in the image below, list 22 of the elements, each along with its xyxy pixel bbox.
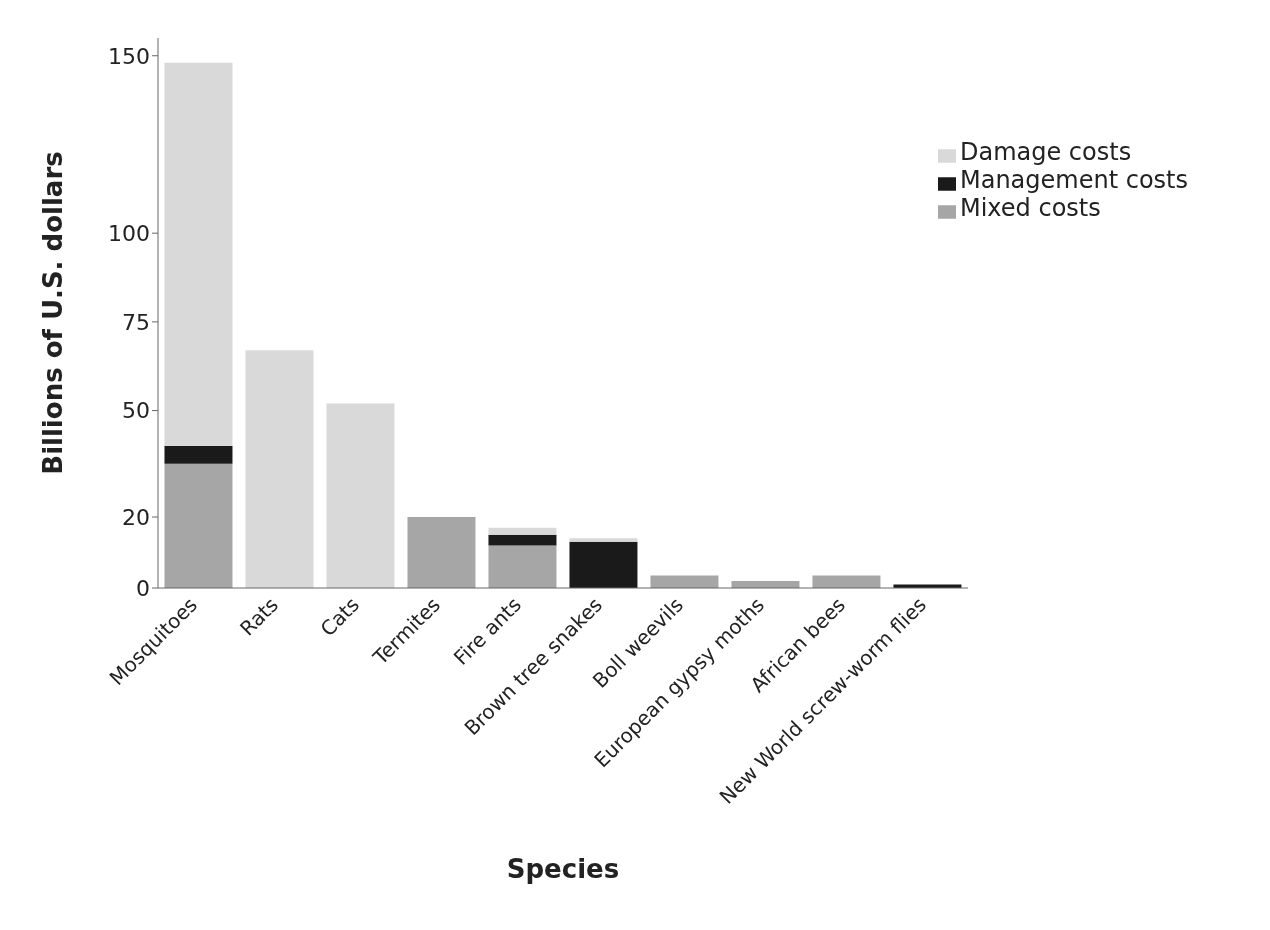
bar	[164, 446, 233, 464]
y-tick-label: 0	[136, 575, 150, 601]
legend-label: Management costs	[959, 166, 1188, 194]
y-tick-label: 100	[108, 220, 150, 246]
y-tick-label: 20	[122, 504, 150, 530]
y-tick-label: 75	[122, 309, 150, 335]
legend-label: Mixed costs	[959, 194, 1101, 222]
bar	[326, 403, 395, 588]
legend-label: Damage costs	[959, 138, 1132, 166]
bar	[164, 62, 233, 447]
bar	[488, 545, 557, 588]
bar	[569, 541, 638, 588]
bar	[569, 538, 638, 542]
bar	[488, 527, 557, 535]
x-axis-title: Species	[506, 854, 620, 884]
bar	[245, 350, 314, 588]
bar	[488, 534, 557, 546]
y-tick-label: 150	[108, 43, 150, 69]
bar	[164, 463, 233, 588]
y-tick-label: 50	[122, 398, 150, 424]
y-axis-title: Billions of U.S. dollars	[38, 151, 69, 475]
bar	[407, 517, 476, 588]
